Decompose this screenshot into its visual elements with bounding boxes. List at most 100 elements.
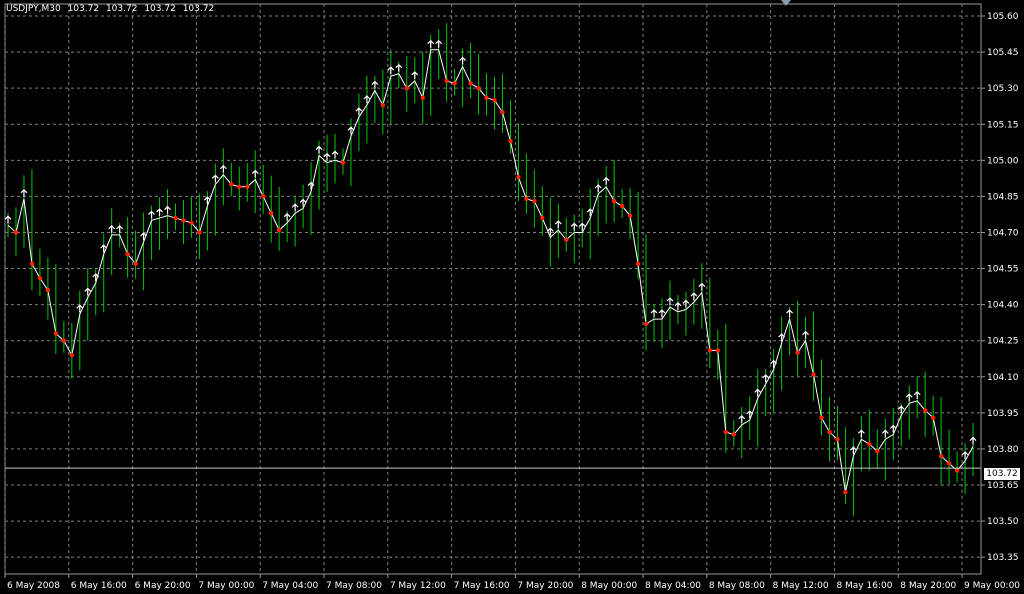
up-arrow-icon <box>738 415 746 423</box>
up-arrow-icon <box>4 215 12 224</box>
up-arrow-icon <box>913 390 921 399</box>
symbol-label: USDJPY,M30 <box>6 4 61 14</box>
up-arrow-icon <box>658 309 666 318</box>
up-arrow-icon <box>762 374 770 382</box>
up-arrow-icon <box>770 359 778 368</box>
down-signal-dot <box>29 261 35 266</box>
y-tick-label: 105.00 <box>987 156 1019 166</box>
up-arrow-icon <box>459 56 467 65</box>
up-arrow-icon <box>897 405 905 414</box>
down-signal-dot <box>930 415 936 420</box>
up-arrow-icon <box>778 333 786 342</box>
down-signal-dot <box>627 213 633 218</box>
up-arrow-icon <box>849 446 857 455</box>
up-arrow-icon <box>108 225 116 233</box>
up-arrow-icon <box>889 424 897 433</box>
y-tick-label: 104.25 <box>987 337 1019 347</box>
down-signal-dot <box>532 199 537 204</box>
down-signal-dot <box>45 288 51 293</box>
down-signal-dot <box>867 441 872 447</box>
y-tick-label: 105.45 <box>987 48 1019 58</box>
up-arrow-icon <box>969 436 977 445</box>
down-signal-dot <box>420 95 425 100</box>
down-signal-dot <box>492 98 497 103</box>
down-signal-dot <box>452 81 457 86</box>
down-signal-dot <box>173 215 178 221</box>
x-tick-label: 7 May 00:00 <box>198 581 254 591</box>
up-arrow-icon <box>299 198 307 207</box>
y-tick-label: 105.15 <box>987 120 1019 130</box>
up-arrow-icon <box>203 196 211 205</box>
down-signal-dot <box>611 199 617 204</box>
up-arrow-icon <box>690 292 698 301</box>
up-arrow-icon <box>570 222 578 231</box>
down-signal-dot <box>938 453 944 459</box>
down-signal-dot <box>508 138 513 144</box>
x-tick-label: 7 May 20:00 <box>517 581 573 591</box>
y-tick-label: 104.70 <box>987 228 1019 238</box>
down-signal-dot <box>133 261 138 266</box>
up-arrow-icon <box>650 309 658 318</box>
y-tick-label: 103.50 <box>987 517 1019 527</box>
up-arrow-icon <box>219 164 227 173</box>
up-arrow-icon <box>554 220 562 229</box>
down-signal-dot <box>444 78 449 84</box>
up-arrow-icon <box>363 95 371 104</box>
x-tick-label: 7 May 12:00 <box>390 581 446 591</box>
down-signal-dot <box>731 432 736 437</box>
down-signal-dot <box>245 184 250 189</box>
x-tick-label: 8 May 20:00 <box>900 581 956 591</box>
up-arrow-icon <box>746 410 754 419</box>
up-arrow-icon <box>76 304 84 313</box>
down-signal-dot <box>843 490 848 495</box>
down-signal-dot <box>468 81 473 86</box>
down-signal-dot <box>715 348 721 353</box>
down-signal-dot <box>875 449 880 454</box>
x-tick-label: 7 May 04:00 <box>262 581 318 591</box>
down-signal-dot <box>619 203 625 209</box>
down-signal-dot <box>524 196 529 202</box>
up-arrow-icon <box>387 66 395 75</box>
down-signal-dot <box>37 275 43 281</box>
x-tick-label: 7 May 08:00 <box>326 581 382 591</box>
y-tick-label: 105.60 <box>987 12 1019 22</box>
up-arrow-icon <box>156 208 163 217</box>
up-arrow-icon <box>578 222 586 231</box>
up-arrow-icon <box>307 181 315 190</box>
chart-shift-marker-icon[interactable] <box>781 0 791 6</box>
up-arrow-icon <box>315 145 323 154</box>
up-arrow-icon <box>857 429 865 438</box>
up-arrow-icon <box>395 63 403 72</box>
current-price-label: 103.72 <box>984 468 1020 480</box>
up-arrow-icon <box>331 150 339 159</box>
up-arrow-icon <box>371 80 379 89</box>
y-tick-label: 104.40 <box>987 301 1019 311</box>
down-signal-dot <box>635 261 641 266</box>
up-arrow-icon <box>427 39 435 48</box>
x-tick-label: 8 May 04:00 <box>645 581 701 591</box>
up-arrow-icon <box>698 282 706 291</box>
up-arrow-icon <box>84 287 92 296</box>
x-tick-label: 9 May 00:00 <box>964 581 1020 591</box>
down-signal-dot <box>707 348 713 353</box>
x-tick-label: 6 May 20:00 <box>135 581 191 591</box>
down-signal-dot <box>564 237 569 242</box>
up-arrow-icon <box>251 169 259 178</box>
down-signal-dot <box>476 85 481 91</box>
open-value: 103.72 <box>67 4 100 14</box>
down-signal-dot <box>827 429 832 435</box>
close-line <box>7 49 974 493</box>
down-signal-dot <box>237 184 242 189</box>
down-signal-dot <box>53 331 59 336</box>
x-tick-label: 6 May 16:00 <box>71 581 127 591</box>
down-signal-dot <box>723 429 728 435</box>
up-arrow-icon <box>347 126 355 135</box>
up-arrow-icon <box>586 208 594 217</box>
up-arrow-icon <box>283 213 291 221</box>
up-arrow-icon <box>594 184 602 192</box>
down-signal-dot <box>125 251 130 257</box>
high-value: 103.72 <box>105 4 138 14</box>
y-tick-label: 104.10 <box>987 373 1019 383</box>
